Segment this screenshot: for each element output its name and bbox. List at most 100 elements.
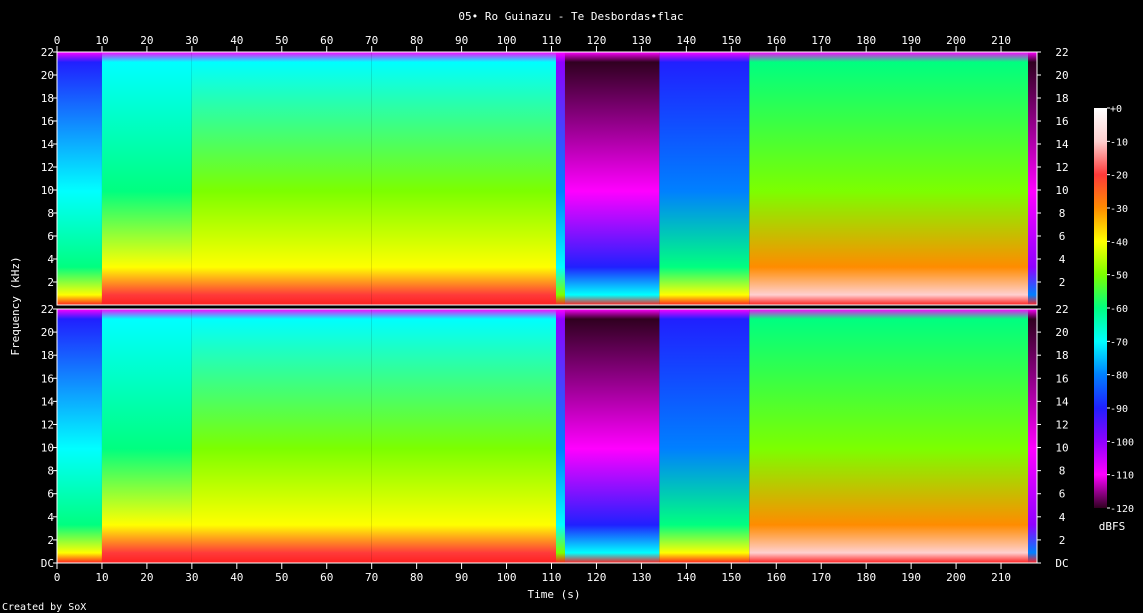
y-tick-label-right: 6	[1059, 488, 1066, 501]
spectrogram-segment	[1028, 309, 1037, 563]
channel-panel	[56, 308, 1038, 564]
panel-frame	[56, 51, 1038, 306]
spectrogram-segment	[57, 52, 102, 305]
x-tick-label-bottom: 50	[275, 571, 288, 584]
colorbar-tick-label: -60	[1110, 304, 1128, 315]
y-tick-label-right: 10	[1055, 442, 1068, 455]
y-tick-label-left: 12	[41, 161, 54, 174]
y-tick-label-left: 22	[41, 303, 54, 316]
spectrogram-segment	[57, 309, 102, 563]
colorbar-tick-label: -100	[1110, 437, 1134, 448]
y-tick-label-right: 16	[1055, 372, 1068, 385]
x-tick-label-bottom: 80	[410, 571, 423, 584]
x-tick-label-bottom: 200	[946, 571, 966, 584]
y-tick-label-left: DC	[41, 557, 54, 570]
x-tick-label-top: 40	[230, 34, 243, 47]
credit-text: Created by SoX	[2, 602, 86, 613]
y-tick-label-left: 14	[41, 395, 55, 408]
y-axis-label: Frequency (kHz)	[9, 256, 22, 355]
x-tick-label-top: 150	[721, 34, 741, 47]
spectrogram-segment	[555, 309, 565, 563]
y-tick-label-left: 8	[47, 465, 54, 478]
x-tick-label-top: 140	[676, 34, 696, 47]
y-tick-label-right: 20	[1055, 69, 1068, 82]
x-tick-label-bottom: 70	[365, 571, 378, 584]
colorbar-tick-label: -70	[1110, 337, 1128, 348]
spectrogram-segment	[749, 309, 1029, 563]
colorbar-tick-label: +0	[1110, 104, 1122, 115]
y-tick-label-left: 4	[47, 511, 54, 524]
y-tick-label-left: 10	[41, 184, 54, 197]
colorbar-label: dBFS	[1099, 520, 1126, 533]
x-tick-label-top: 20	[140, 34, 153, 47]
y-tick-label-left: 16	[41, 115, 54, 128]
y-tick-label-left: 2	[47, 276, 54, 289]
y-tick-label-left: 6	[47, 488, 54, 501]
y-tick-label-right: 4	[1059, 253, 1066, 266]
spectrogram-segment	[659, 309, 750, 563]
x-tick-label-bottom: 180	[856, 571, 876, 584]
y-tick-label-right: 8	[1059, 465, 1066, 478]
channel-panel	[56, 51, 1038, 306]
colorbar-tick-label: -20	[1110, 171, 1128, 182]
y-tick-label-left: 10	[41, 442, 54, 455]
spectrogram-segment	[564, 52, 660, 305]
x-tick-label-bottom: 190	[901, 571, 921, 584]
y-tick-label-right: 10	[1055, 184, 1068, 197]
x-tick-label-top: 160	[766, 34, 786, 47]
spectrogram-segment	[101, 309, 192, 563]
x-tick-label-bottom: 40	[230, 571, 243, 584]
y-tick-label-left: 6	[47, 230, 54, 243]
y-tick-label-right: 12	[1055, 161, 1068, 174]
spectrogram-segment	[371, 309, 556, 563]
x-tick-label-top: 100	[497, 34, 517, 47]
x-tick-label-top: 170	[811, 34, 831, 47]
colorbar-scale	[1094, 108, 1107, 508]
x-tick-label-bottom: 150	[721, 571, 741, 584]
x-tick-label-top: 110	[542, 34, 562, 47]
x-tick-label-bottom: 210	[991, 571, 1011, 584]
y-tick-label-left: 20	[41, 326, 54, 339]
x-tick-label-top: 50	[275, 34, 288, 47]
x-tick-label-bottom: 110	[542, 571, 562, 584]
x-tick-label-top: 200	[946, 34, 966, 47]
y-tick-label-right: DC	[1055, 557, 1068, 570]
x-tick-label-bottom: 140	[676, 571, 696, 584]
colorbar: +0 -10 -20 -30 -40 -50 -60 -70 -80 -90 -100 -110 -12…	[1094, 104, 1134, 515]
spectrogram-segment	[564, 309, 660, 563]
x-tick-label-bottom: 30	[185, 571, 198, 584]
x-tick-label-top: 0	[54, 34, 61, 47]
colorbar-tick-label: -30	[1110, 204, 1128, 215]
y-tick-label-right: 18	[1055, 92, 1068, 105]
x-tick-label-top: 30	[185, 34, 198, 47]
x-tick-label-bottom: 10	[95, 571, 108, 584]
y-tick-label-left: 22	[41, 46, 54, 59]
x-tick-label-top: 180	[856, 34, 876, 47]
x-tick-label-bottom: 0	[54, 571, 61, 584]
x-tick-label-bottom: 100	[497, 571, 517, 584]
y-tick-label-left: 18	[41, 349, 54, 362]
spectrogram-segment	[555, 52, 565, 305]
x-tick-label-top: 80	[410, 34, 423, 47]
y-tick-label-right: 14	[1055, 138, 1069, 151]
y-tick-label-right: 22	[1055, 46, 1068, 59]
spectrogram-segment	[191, 52, 372, 305]
x-tick-label-bottom: 170	[811, 571, 831, 584]
x-tick-label-top: 70	[365, 34, 378, 47]
y-tick-label-left: 20	[41, 69, 54, 82]
chart-title: 05• Ro Guinazu - Te Desbordas•flac	[458, 10, 683, 23]
y-tick-label-left: 12	[41, 418, 54, 431]
y-tick-label-left: 8	[47, 207, 54, 220]
y-tick-label-right: 2	[1059, 276, 1066, 289]
x-tick-label-bottom: 60	[320, 571, 333, 584]
y-tick-label-right: 16	[1055, 115, 1068, 128]
colorbar-tick-label: -90	[1110, 404, 1128, 415]
spectrogram-segment	[749, 52, 1029, 305]
colorbar-tick-label: -50	[1110, 271, 1128, 282]
x-tick-label-bottom: 130	[631, 571, 651, 584]
x-tick-label-top: 90	[455, 34, 468, 47]
colorbar-tick-label: -80	[1110, 371, 1128, 382]
x-tick-label-top: 130	[631, 34, 651, 47]
y-tick-label-right: 20	[1055, 326, 1068, 339]
